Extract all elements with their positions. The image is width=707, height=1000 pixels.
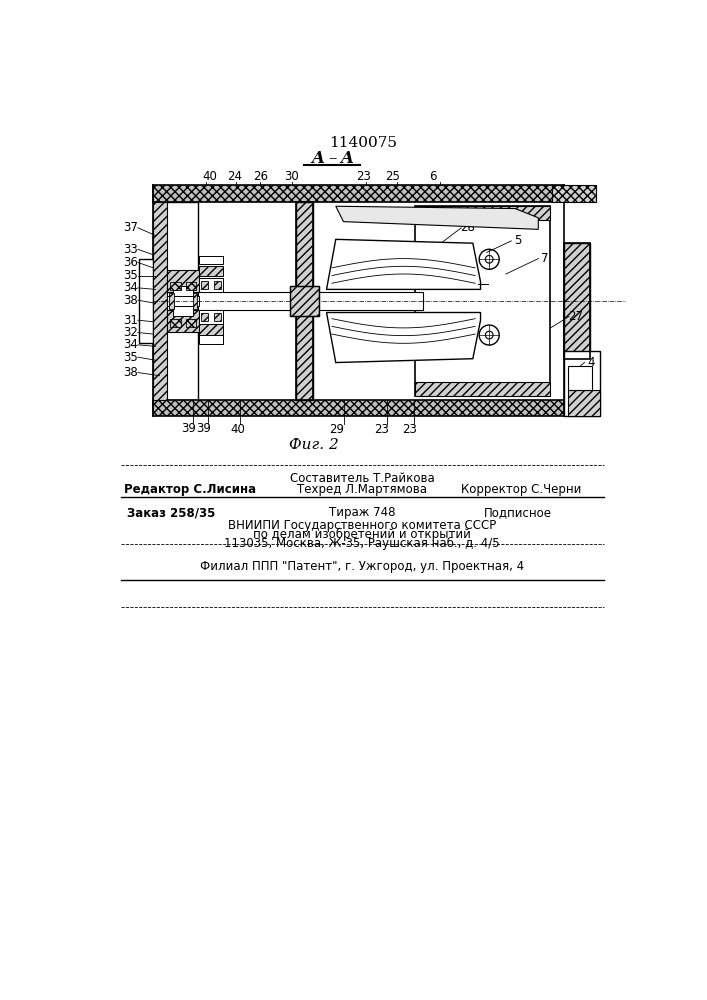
Polygon shape <box>336 206 538 229</box>
Text: 7: 7 <box>541 252 548 265</box>
Bar <box>153 400 563 416</box>
Text: 2: 2 <box>587 392 595 405</box>
Text: по делам изобретений и открытий: по делам изобретений и открытий <box>253 528 471 541</box>
Text: 23: 23 <box>402 423 417 436</box>
Text: 34: 34 <box>123 338 138 351</box>
Text: 29: 29 <box>329 423 344 436</box>
Bar <box>198 292 423 310</box>
Bar <box>296 202 312 400</box>
Bar <box>415 206 550 220</box>
Bar <box>173 286 193 296</box>
Bar <box>201 313 208 321</box>
Bar <box>563 351 600 416</box>
Bar <box>173 306 193 316</box>
Text: Корректор С.Черни: Корректор С.Черни <box>461 483 582 496</box>
Text: 1140075: 1140075 <box>329 136 397 150</box>
Bar <box>170 319 181 327</box>
Text: 40: 40 <box>202 170 217 183</box>
Bar <box>296 202 312 400</box>
Bar <box>167 310 199 332</box>
Text: 39: 39 <box>181 422 196 434</box>
Text: 40: 40 <box>230 423 245 436</box>
Bar <box>153 185 563 202</box>
Text: 30: 30 <box>284 170 299 183</box>
Bar <box>568 366 592 389</box>
Text: Тираж 748: Тираж 748 <box>329 506 395 519</box>
Bar <box>186 282 197 290</box>
Text: Фиг. 2: Фиг. 2 <box>288 438 339 452</box>
Text: 113035, Москва, Ж-35, Раушская наб., д. 4/5: 113035, Москва, Ж-35, Раушская наб., д. … <box>224 537 500 550</box>
Text: 39: 39 <box>197 422 211 434</box>
Bar <box>214 281 221 289</box>
Bar <box>201 281 208 289</box>
Text: 25: 25 <box>385 170 400 183</box>
Bar <box>290 286 319 316</box>
Text: 6: 6 <box>429 170 436 183</box>
Bar <box>214 313 221 321</box>
Bar <box>199 278 223 292</box>
Bar <box>199 256 223 264</box>
Text: 34: 34 <box>123 281 138 294</box>
Polygon shape <box>327 239 481 289</box>
Bar <box>199 310 223 324</box>
Text: 24: 24 <box>228 170 243 183</box>
Bar <box>415 382 550 396</box>
Text: 38: 38 <box>123 366 138 379</box>
Text: A: A <box>311 150 324 167</box>
Text: 27: 27 <box>568 310 583 323</box>
Bar <box>167 270 199 292</box>
Text: 32: 32 <box>123 326 138 339</box>
Bar <box>415 206 550 396</box>
Text: ВНИИПИ Государственного комитета СССР: ВНИИПИ Государственного комитета СССР <box>228 519 496 532</box>
Text: A: A <box>340 150 353 167</box>
Text: Составитель Т.Райкова: Составитель Т.Райкова <box>290 472 434 485</box>
Text: Заказ 258/35: Заказ 258/35 <box>127 506 215 519</box>
Bar <box>186 319 197 327</box>
Text: Подписное: Подписное <box>484 506 551 519</box>
Text: 35: 35 <box>123 351 138 364</box>
Bar <box>199 266 223 276</box>
Bar <box>192 293 197 309</box>
Bar <box>563 243 590 359</box>
Bar <box>170 282 181 290</box>
Text: Филиал ППП "Патент", г. Ужгород, ул. Проектная, 4: Филиал ППП "Патент", г. Ужгород, ул. Про… <box>200 560 524 573</box>
Bar <box>170 293 174 309</box>
Text: 35: 35 <box>123 269 138 282</box>
Text: 26: 26 <box>254 170 269 183</box>
Bar <box>199 335 223 344</box>
Text: –: – <box>329 150 337 167</box>
Bar <box>568 389 600 416</box>
Bar <box>153 202 167 400</box>
Bar <box>290 286 319 316</box>
Text: Редактор С.Лисина: Редактор С.Лисина <box>124 483 257 496</box>
Text: Техред Л.Мартямова: Техред Л.Мартямова <box>297 483 427 496</box>
Bar <box>167 296 199 306</box>
Text: 5: 5 <box>514 234 521 247</box>
Bar <box>153 202 198 400</box>
Text: 37: 37 <box>123 221 138 234</box>
Bar <box>139 259 153 343</box>
Text: 33: 33 <box>123 243 138 256</box>
Bar <box>563 243 590 359</box>
Text: 36: 36 <box>123 256 138 269</box>
Text: 31: 31 <box>123 314 138 327</box>
Polygon shape <box>327 312 481 363</box>
Text: 28: 28 <box>460 221 475 234</box>
Bar <box>552 185 596 202</box>
Text: 23: 23 <box>374 423 389 436</box>
Text: 38: 38 <box>123 294 138 307</box>
Bar <box>199 324 223 335</box>
Text: 4: 4 <box>587 356 595 369</box>
Text: 23: 23 <box>356 170 371 183</box>
